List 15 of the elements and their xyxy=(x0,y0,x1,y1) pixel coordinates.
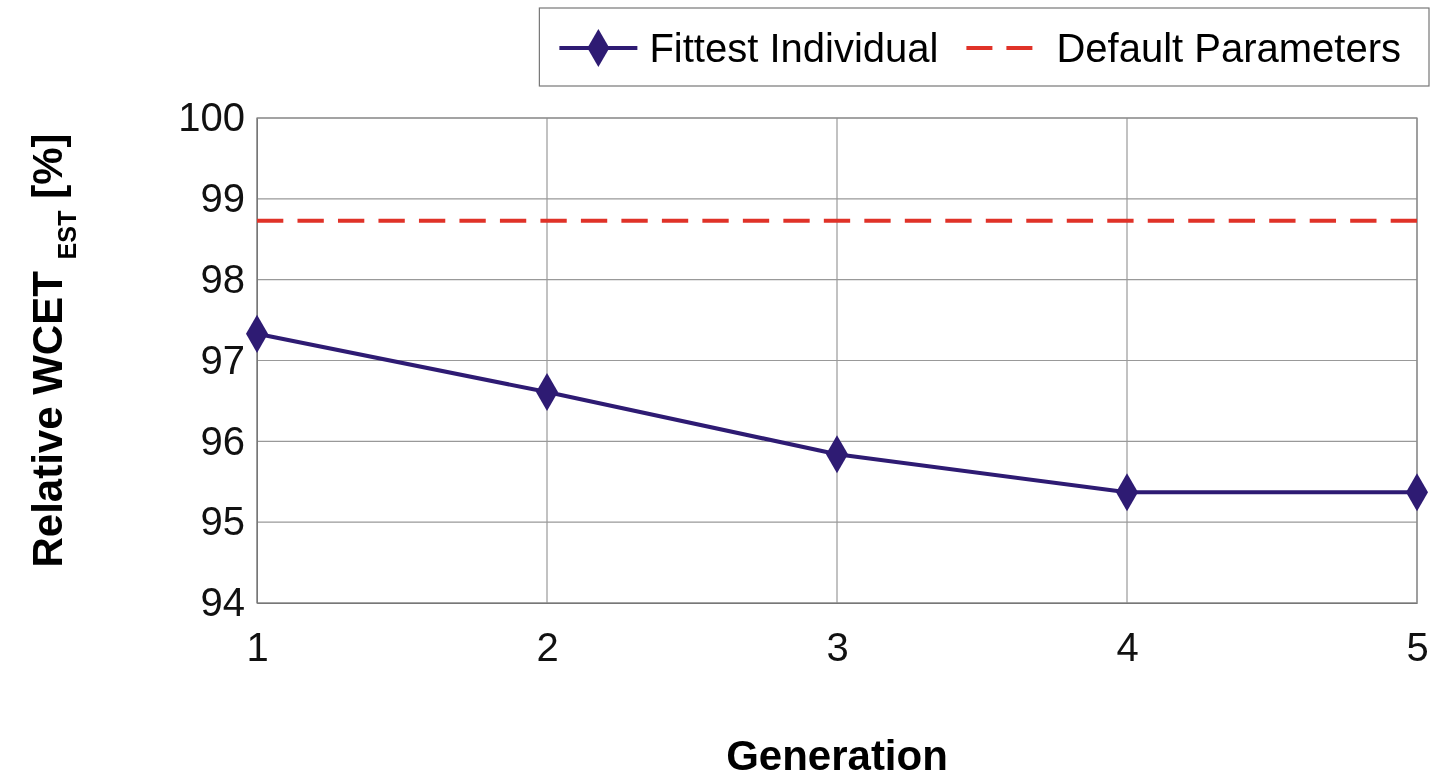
x-tick-label: 3 xyxy=(826,625,849,670)
legend-label: Default Parameters xyxy=(1056,26,1401,70)
y-tick-label: 94 xyxy=(200,580,245,625)
y-tick-label: 100 xyxy=(178,95,245,140)
x-axis-title: Generation xyxy=(726,732,948,779)
y-tick-label: 95 xyxy=(200,499,245,544)
x-tick-label: 4 xyxy=(1116,625,1139,670)
y-tick-label: 99 xyxy=(200,176,245,221)
y-tick-label: 96 xyxy=(200,418,245,463)
x-tick-label: 5 xyxy=(1406,625,1429,670)
y-tick-label: 98 xyxy=(200,256,245,301)
x-tick-label: 2 xyxy=(536,625,559,670)
legend-label: Fittest Individual xyxy=(649,26,939,70)
x-tick-label: 1 xyxy=(246,625,269,670)
y-tick-label: 97 xyxy=(200,337,245,382)
